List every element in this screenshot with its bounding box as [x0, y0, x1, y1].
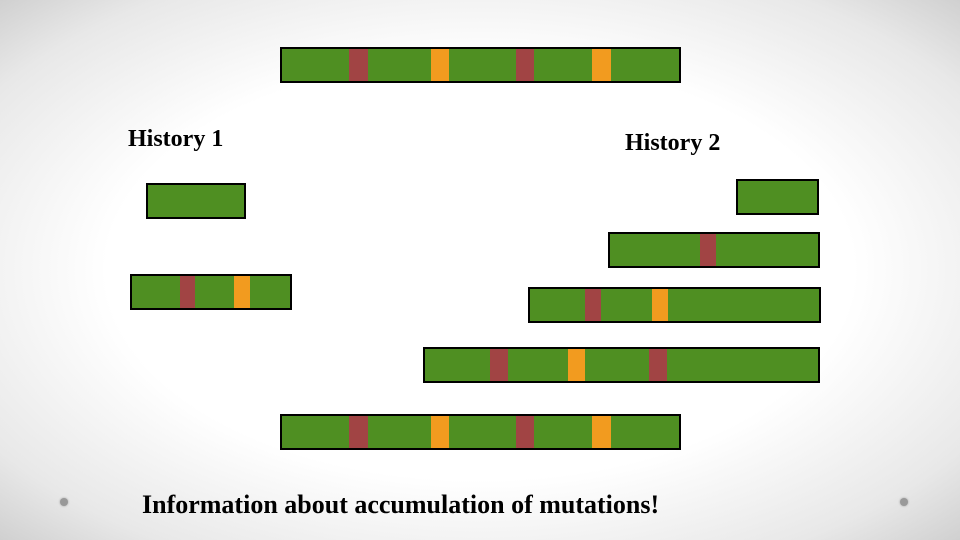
segment-green: [508, 349, 567, 381]
bullet-dot-1: [900, 498, 908, 506]
sequence-bar-h1r2: [130, 274, 292, 310]
segment-green: [250, 276, 290, 308]
segment-green: [601, 289, 652, 321]
segment-red: [349, 49, 368, 81]
segment-orange: [592, 49, 611, 81]
segment-green: [148, 185, 244, 217]
segment-red: [585, 289, 601, 321]
segment-green: [449, 49, 515, 81]
segment-orange: [568, 349, 586, 381]
segment-green: [282, 49, 349, 81]
segment-red: [649, 349, 667, 381]
segment-orange: [592, 416, 611, 448]
segment-green: [611, 416, 679, 448]
segment-red: [516, 416, 535, 448]
label-h2: History 2: [625, 130, 720, 157]
label-h1: History 1: [128, 126, 223, 153]
segment-green: [368, 416, 430, 448]
sequence-bar-bottom: [280, 414, 681, 450]
segment-orange: [652, 289, 668, 321]
segment-red: [490, 349, 508, 381]
segment-orange: [431, 49, 450, 81]
segment-green: [282, 416, 349, 448]
sequence-bar-h2r2: [608, 232, 820, 268]
segment-green: [668, 289, 819, 321]
segment-green: [534, 416, 591, 448]
bullet-dot-0: [60, 498, 68, 506]
segment-green: [667, 349, 818, 381]
segment-red: [349, 416, 368, 448]
label-caption: Information about accumulation of mutati…: [142, 490, 659, 520]
segment-orange: [431, 416, 450, 448]
segment-green: [534, 49, 591, 81]
segment-green: [585, 349, 648, 381]
sequence-bar-h2r3: [528, 287, 821, 323]
segment-green: [530, 289, 585, 321]
segment-green: [738, 181, 817, 213]
segment-green: [195, 276, 234, 308]
segment-green: [449, 416, 515, 448]
sequence-bar-top: [280, 47, 681, 83]
segment-green: [368, 49, 430, 81]
segment-red: [700, 234, 716, 266]
sequence-bar-h2r1: [736, 179, 819, 215]
segment-red: [180, 276, 196, 308]
segment-green: [716, 234, 818, 266]
sequence-bar-h1r1: [146, 183, 246, 219]
segment-green: [425, 349, 490, 381]
segment-orange: [234, 276, 250, 308]
segment-green: [132, 276, 180, 308]
sequence-bar-h2r4: [423, 347, 820, 383]
segment-green: [611, 49, 679, 81]
segment-green: [610, 234, 700, 266]
segment-red: [516, 49, 535, 81]
